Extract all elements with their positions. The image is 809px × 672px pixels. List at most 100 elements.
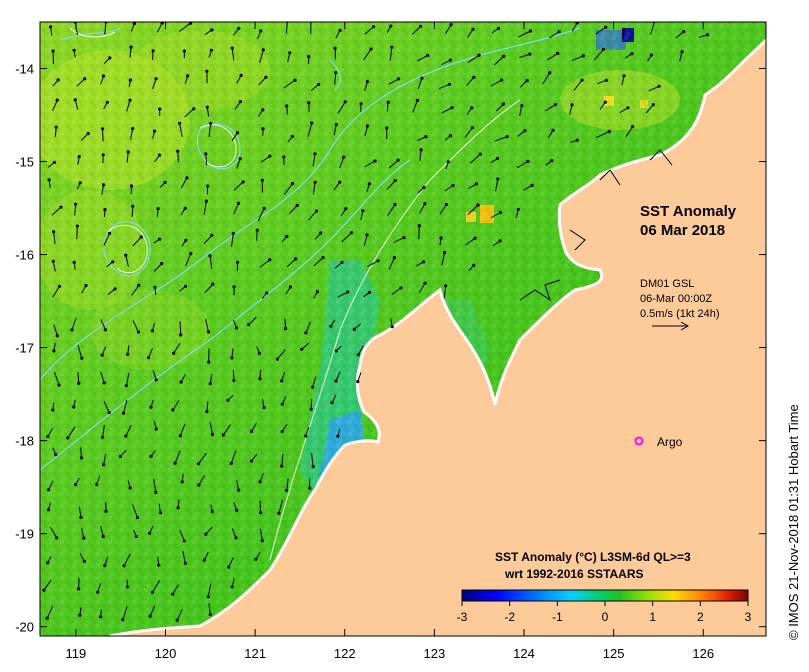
wind-arrow (312, 182, 316, 195)
wind-arrow-head (230, 356, 234, 360)
wind-arrow-head (265, 291, 269, 295)
wind-arrow-head (373, 159, 377, 163)
wind-arrow-head (192, 107, 196, 111)
wind-arrow (260, 155, 271, 163)
wind-arrow-head (630, 52, 634, 56)
wind-arrow-head (210, 28, 214, 32)
wind-arrow (335, 371, 341, 382)
wind-arrow (185, 253, 192, 266)
wind-arrow-head (78, 181, 82, 185)
wind-arrow-head (268, 154, 272, 158)
wind-arrow-head (294, 257, 298, 261)
wind-arrow (312, 376, 317, 388)
wind-arrow (625, 126, 634, 137)
wind-arrow-head (128, 78, 132, 82)
wind-arrow-head (473, 236, 477, 240)
wind-arrow-head (334, 379, 338, 383)
x-axis: 119 120 121 122 123 124 125 126 (65, 22, 714, 661)
wind-arrow-head (365, 124, 370, 128)
wind-arrow-head (520, 104, 524, 108)
wind-arrow-head (470, 126, 474, 130)
wind-arrow-head (86, 131, 90, 136)
wind-arrow (495, 103, 504, 112)
wind-arrow-head (268, 258, 272, 262)
wind-arrow-head (626, 106, 630, 110)
wind-arrow-head (523, 129, 527, 133)
wind-arrow-head (419, 24, 423, 28)
wind-arrow-head (389, 24, 393, 28)
wind-arrow-head (338, 180, 342, 184)
wind-arrow-head (556, 51, 560, 56)
wind-arrow (100, 371, 105, 384)
wind-arrow (286, 478, 289, 491)
wind-arrow-head (51, 49, 55, 53)
wind-scale-label: 0.5m/s (1kt 24h) (640, 308, 719, 320)
wind-arrow-head (444, 202, 448, 207)
wind-arrow (363, 234, 368, 246)
wind-arrow (152, 370, 157, 380)
wind-arrow-head (153, 129, 157, 133)
wind-arrow (334, 72, 337, 85)
wind-arrow-head (157, 153, 162, 157)
x-tick-label: 124 (513, 646, 535, 661)
wind-arrow-head (51, 259, 55, 263)
wind-arrow (179, 321, 182, 336)
wind-arrow-head (82, 536, 86, 540)
wind-arrow (125, 255, 129, 267)
wind-arrow-head (581, 54, 585, 58)
wind-arrow (205, 319, 209, 333)
wind-arrow-head (102, 183, 106, 187)
wind-arrow (125, 424, 132, 437)
sst-contours (40, 27, 581, 471)
wind-arrow (132, 504, 138, 518)
wind-arrow-head (54, 125, 58, 129)
wind-arrow-head (280, 429, 284, 434)
wind-arrow-head (649, 53, 654, 57)
wind-arrow-head (261, 48, 265, 52)
wind-arrow (444, 185, 454, 192)
wind-arrow (174, 450, 181, 464)
wind-arrow-head (42, 588, 46, 592)
wind-arrow-head (336, 434, 340, 438)
wind-arrow (179, 423, 186, 436)
wind-arrow-head (241, 180, 245, 184)
wind-arrow-head (183, 284, 188, 288)
wind-arrow-head (186, 74, 190, 78)
wind-arrow (179, 22, 191, 32)
wind-arrow (386, 180, 396, 190)
wind-arrow (206, 401, 209, 412)
wind-arrow-head (158, 511, 163, 515)
wind-arrow (278, 499, 283, 514)
wind-arrow-head (262, 406, 266, 410)
wind-arrow-head (396, 158, 400, 162)
wind-arrow-head (47, 488, 51, 492)
wind-arrow-head (154, 77, 158, 81)
wind-arrow (209, 422, 213, 435)
wind-arrow-head (232, 285, 236, 289)
wind-arrow-head (496, 26, 501, 30)
wind-arrow (571, 55, 584, 62)
wind-arrow (389, 47, 393, 61)
wind-arrow-head (361, 209, 365, 213)
wind-arrow (198, 475, 206, 486)
wind-arrow-head (74, 483, 78, 487)
wind-arrow (288, 205, 298, 215)
wind-arrow-head (136, 330, 140, 334)
wind-arrow (184, 108, 195, 118)
wind-arrow-head (74, 202, 78, 206)
wind-arrow-head (131, 126, 135, 131)
wind-arrow-head (205, 69, 209, 73)
wind-arrow (152, 580, 161, 593)
wind-arrow-head (352, 327, 356, 331)
wind-arrow (308, 210, 317, 221)
wind-arrow (103, 233, 111, 246)
wind-arrow-head (603, 100, 607, 104)
x-tick-label: 121 (244, 646, 266, 661)
wind-arrow-head (100, 353, 104, 357)
wind-arrow-head (179, 380, 183, 384)
wind-arrow-head (680, 50, 684, 54)
wind-arrow-head (390, 45, 394, 49)
wind-arrow-head (288, 51, 292, 55)
wind-arrow-head (386, 100, 390, 105)
